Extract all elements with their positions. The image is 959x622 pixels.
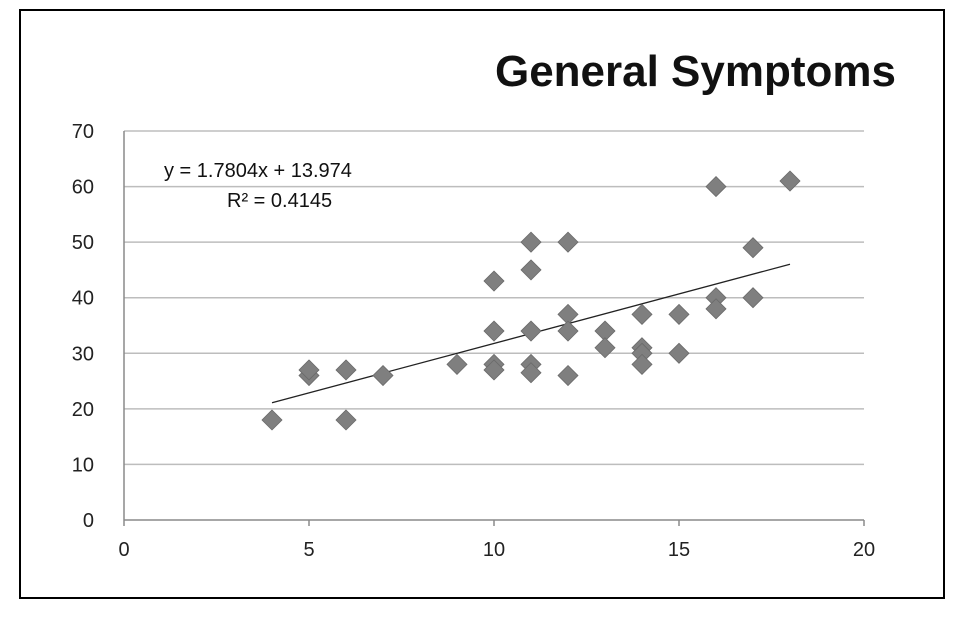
- y-tick-label: 70: [72, 121, 94, 143]
- y-tick-label: 20: [72, 399, 94, 421]
- chart-title: General Symptoms: [495, 47, 896, 96]
- data-point: [705, 176, 727, 198]
- data-point: [705, 298, 727, 320]
- data-point: [298, 359, 320, 381]
- chart-frame: General Symptoms 0 10 20 30 40 50 60 70 0 5 10 15 20…: [19, 9, 945, 599]
- scatter-chart: General Symptoms 0 10 20 30 40 50 60 70 0 5 10 15 20…: [72, 47, 896, 561]
- y-tick-label: 40: [72, 288, 94, 310]
- y-tick-label: 30: [72, 343, 94, 365]
- x-tick-label: 20: [853, 539, 875, 561]
- x-tick-label: 15: [668, 539, 690, 561]
- data-point: [668, 342, 690, 364]
- data-point: [335, 409, 357, 431]
- data-point: [446, 353, 468, 375]
- data-point: [779, 170, 801, 192]
- data-point: [631, 353, 653, 375]
- gridlines: [124, 130, 864, 466]
- data-point: [372, 364, 394, 387]
- axes: 0 10 20 30 40 50 60 70 0 5 10 15 20: [72, 121, 875, 561]
- trendline-equation: y = 1.7804x + 13.974: [164, 160, 352, 182]
- data-point: [631, 303, 653, 325]
- data-point: [483, 320, 505, 342]
- y-tick-label: 60: [72, 177, 94, 199]
- data-point: [557, 364, 579, 387]
- data-point: [335, 359, 357, 381]
- data-point: [520, 362, 542, 384]
- y-tick-label: 50: [72, 232, 94, 254]
- data-point: [668, 303, 690, 325]
- x-tick-label: 0: [118, 539, 129, 561]
- data-point: [520, 231, 542, 253]
- data-point: [520, 320, 542, 342]
- data-point: [557, 231, 579, 253]
- data-point: [483, 359, 505, 381]
- data-point: [483, 270, 505, 292]
- y-tick-label: 10: [72, 454, 94, 476]
- data-point: [594, 337, 616, 359]
- data-point: [520, 259, 542, 281]
- data-point: [742, 287, 764, 309]
- data-point: [742, 237, 764, 259]
- trendline-r2: R² = 0.4145: [227, 190, 332, 212]
- x-tick-label: 10: [483, 539, 505, 561]
- x-tick-label: 5: [303, 539, 314, 561]
- data-point: [261, 409, 283, 431]
- data-points: [261, 170, 801, 431]
- data-point: [557, 320, 579, 342]
- y-tick-label: 0: [83, 510, 94, 532]
